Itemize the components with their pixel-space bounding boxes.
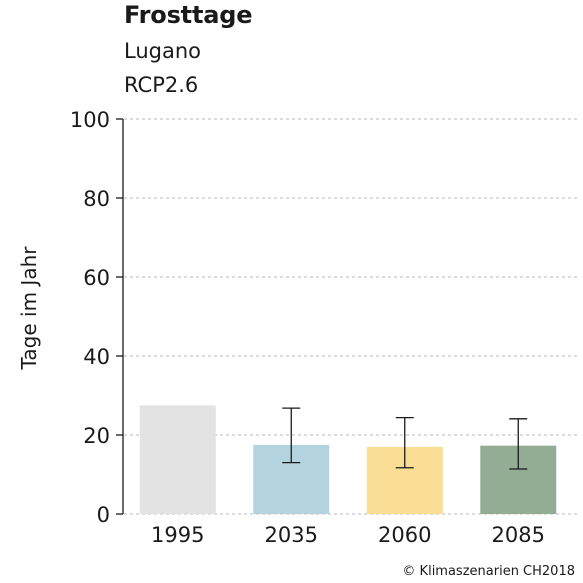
bar-1995 [139,405,216,514]
y-tick-label-60: 60 [83,266,110,290]
y-tick-label-0: 0 [97,503,110,527]
x-tick-label-1995: 1995 [151,523,204,547]
x-tick-label-2035: 2035 [265,523,318,547]
scenario-subtitle: RCP2.6 [124,73,199,97]
y-tick-label-40: 40 [83,345,110,369]
y-tick-label-100: 100 [70,108,110,132]
chart-title: Frosttage [124,1,253,29]
x-tick-label-2085: 2085 [492,523,545,547]
y-tick-label-20: 20 [83,424,110,448]
copyright-credit: © Klimaszenarien CH2018 [402,564,575,579]
location-subtitle: Lugano [124,39,201,63]
y-tick-label-80: 80 [83,187,110,211]
x-tick-label-2060: 2060 [378,523,431,547]
